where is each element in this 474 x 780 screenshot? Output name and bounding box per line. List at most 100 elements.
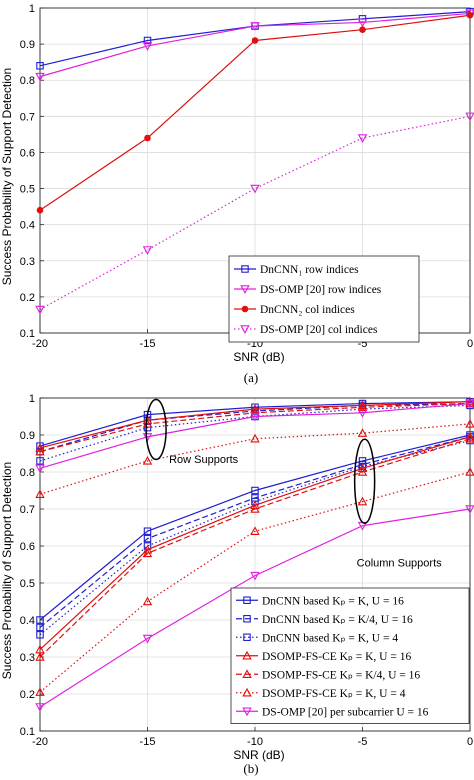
series-point (357, 428, 368, 437)
series-point (35, 489, 45, 498)
column-series-line-6 (39, 471, 471, 693)
column-series-point (358, 462, 367, 471)
column-series-point (35, 703, 45, 712)
y-tick-label: 0.7 (20, 111, 35, 123)
series-point (359, 26, 366, 33)
panel-label: (a) (244, 370, 258, 385)
legend-marker (243, 633, 251, 641)
series-point (466, 11, 474, 19)
series-point (357, 400, 368, 410)
column-series-point (465, 431, 474, 441)
legend-entry: DnCNN₁ row indices (260, 264, 359, 276)
y-tick-label: 0.3 (20, 652, 35, 664)
legend-marker (240, 325, 250, 334)
column-supports-annotation: Column Supports (357, 557, 442, 569)
series-point (144, 134, 151, 142)
x-axis-label: SNR (dB) (233, 748, 284, 762)
legend-entry: DSOMP-FS-CE Kₚ = K, U = 4 (262, 688, 406, 700)
series-point (35, 72, 45, 82)
y-tick-label: 0.9 (20, 430, 35, 442)
y-axis-label: Success Probability of Support Detection (0, 68, 14, 285)
chart-panel-2: -20 -15 -10 -5 0 0.1 0.2 0.3 0.4 0.5 0.6 0.7 0.8 0.9 1… (0, 393, 474, 776)
y-tick-label: 0.6 (20, 147, 35, 159)
series-point (142, 42, 153, 51)
row-supports-annotation: Row Supports (169, 454, 239, 466)
series-point (250, 412, 260, 422)
x-tick-label: -5 (358, 338, 368, 350)
y-tick-label: 0.4 (20, 220, 35, 232)
legend-marker (243, 596, 251, 604)
x-tick-label: 0 (467, 736, 473, 748)
y-axis-label: Success Probability of Support Detection (0, 462, 14, 679)
series-point (357, 409, 368, 418)
series-point (35, 464, 45, 474)
column-series-point (143, 534, 152, 543)
legend-entry: DS-OMP [20] per subcarrier U = 16 (262, 706, 429, 718)
y-tick-label: 0.5 (20, 578, 35, 590)
y-tick-label: 0.2 (20, 292, 35, 304)
legend-entry: DS-OMP [20] col indices (260, 324, 378, 336)
column-series-line-7 (39, 508, 471, 708)
legend: DnCNN₁ row indices DS-OMP [20] row indice… (228, 255, 420, 343)
column-series-point (250, 571, 260, 581)
series-point (142, 433, 153, 442)
series-point (142, 246, 153, 255)
x-tick-label: 0 (467, 338, 473, 350)
legend-box (230, 587, 470, 724)
legend-marker (243, 614, 251, 623)
y-tick-label: 0.7 (20, 504, 35, 516)
legend-entry: DS-OMP [20] row indices (260, 284, 382, 296)
y-tick-label: 0.2 (20, 689, 35, 701)
column-series-point (465, 467, 474, 476)
series-point (250, 433, 260, 443)
y-tick-label: 0.9 (20, 39, 35, 51)
series-point (250, 22, 260, 32)
series-line-2 (39, 402, 471, 453)
x-tick-label: -15 (140, 736, 156, 748)
x-axis-label: SNR (dB) (233, 350, 284, 364)
series-line-7 (39, 402, 471, 469)
column-series-point (35, 652, 45, 661)
series-point (35, 305, 45, 315)
x-tick-label: -10 (247, 736, 263, 748)
column-series-line-5 (39, 438, 471, 658)
legend: DnCNN based Kₚ = K, U = 16 DnCNN based Kₚ… (230, 587, 470, 724)
column-series-point (142, 634, 153, 644)
y-tick-label: 0.8 (20, 75, 35, 87)
series-point (36, 457, 44, 465)
column-series-point (250, 504, 260, 513)
y-tick-label: 0.6 (20, 541, 35, 553)
y-tick-label: 0.5 (20, 184, 35, 196)
column-series-point (465, 505, 474, 514)
y-tick-label: 1 (29, 393, 35, 405)
legend-marker (242, 669, 252, 679)
legend-entry: DSOMP-FS-CE Kₚ = K, U = 16 (262, 651, 411, 663)
panel-label: (b) (243, 761, 258, 776)
legend-marker (241, 265, 249, 273)
legend-marker (240, 285, 250, 294)
legend-entry: DnCNN based Kₚ = K/4, U = 16 (262, 614, 413, 626)
column-series-line-1 (39, 434, 471, 621)
y-tick-label: 1 (29, 3, 35, 15)
series-point (250, 184, 260, 194)
legend-entry: DnCNN₂ col indices (260, 304, 355, 316)
column-series-point (250, 526, 260, 535)
chart-panel-1: -20 -15 -10 -5 00.10.20.30.40.50.60.70.80.91… (0, 3, 474, 385)
column-series-point (36, 623, 44, 632)
series-point (465, 399, 474, 409)
legend-marker (241, 305, 249, 313)
row-supports-ellipse (145, 398, 167, 461)
legend-entry: DnCNN based Kₚ = K, U = 4 (262, 632, 398, 644)
series-point (465, 112, 474, 122)
column-supports-ellipse (353, 438, 376, 524)
x-tick-label: -5 (358, 736, 368, 748)
column-series-line-3 (39, 439, 471, 636)
series-line-2 (39, 12, 471, 78)
series-point (357, 18, 368, 28)
series-point (36, 62, 44, 70)
series-point (465, 396, 474, 406)
column-series-point (465, 433, 474, 443)
series-point (142, 455, 153, 465)
series-point (35, 446, 45, 456)
